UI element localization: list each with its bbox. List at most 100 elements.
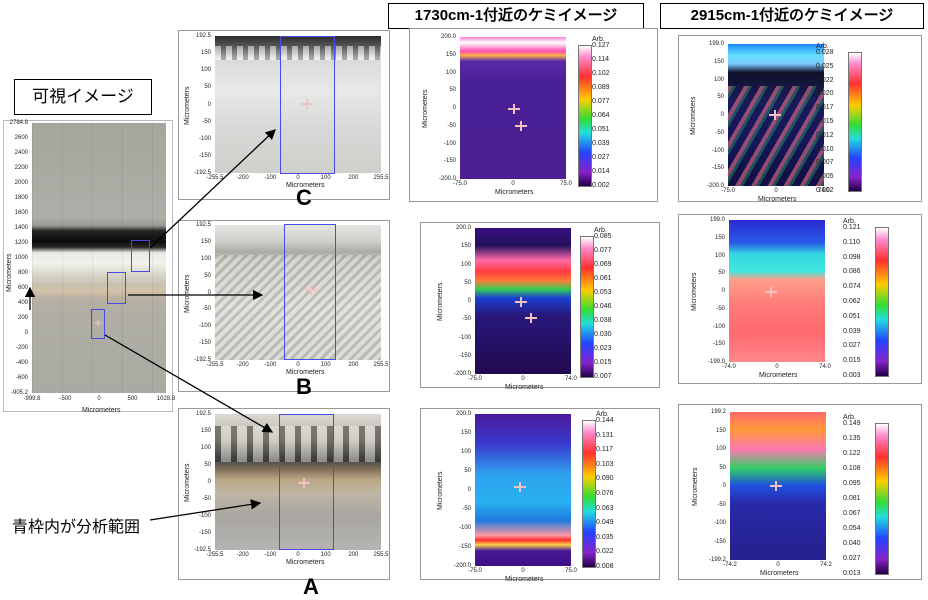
chem2915-b-x-title: Micrometers	[759, 372, 798, 379]
visible-c-x-tick: 255.5	[373, 175, 389, 181]
chem1730-a-x-tick: -75.0	[468, 568, 482, 574]
chem1730-c-x-tick: 0	[511, 181, 515, 187]
visible-image-c	[215, 36, 381, 173]
chem2915-b-scale-value: 0.062	[843, 298, 861, 305]
chem2915-marker-a	[770, 481, 782, 491]
overview-y-tick: 800	[17, 270, 28, 276]
chem2915-c-y-tick: 100	[713, 76, 724, 83]
overview-y-tick: 2600	[14, 135, 28, 141]
overview-y-tick: -905.2	[10, 390, 28, 396]
chem1730-a-scale-value: 0.008	[596, 563, 614, 570]
visible-b-y-tick: 192.5	[195, 222, 211, 228]
chem2915-b-scale-value: 0.098	[843, 253, 861, 261]
chem1730-b-scale-value: 0.030	[594, 331, 612, 338]
visible-c-y-tick: -192.5	[193, 170, 211, 176]
chem1730-a-scale-value: 0.049	[596, 519, 614, 527]
visible-b-y-tick: 100	[200, 255, 211, 262]
overview-frame-c	[131, 240, 150, 272]
chem1730-a-y-tick: 0	[467, 487, 471, 493]
visible-image-a	[215, 414, 381, 550]
chem1730-a-y-tick: 100	[460, 449, 471, 455]
visible-a-x-tick: 0	[296, 552, 300, 558]
chem2915-b-y-tick: 50	[718, 270, 725, 277]
chem2915-a-y-tick: 50	[719, 464, 726, 471]
chem1730-b-y-tick: 200.0	[455, 225, 471, 231]
chem2915-c-y-tick: 199.0	[708, 41, 724, 47]
chem2915-c-x-title: Micrometers	[758, 196, 797, 203]
overview-y-tick: 1400	[14, 225, 28, 231]
chem2915-marker-b	[765, 287, 777, 297]
chem1730-colorbar-b	[580, 236, 594, 378]
arrow-note	[149, 499, 262, 521]
overview-y-tick: 600	[17, 285, 28, 291]
chem2915-a-y-tick: 0	[722, 483, 726, 489]
overview-y-tick: 2000	[14, 180, 28, 186]
chem1730-a-scale-value: 0.076	[596, 490, 614, 497]
chem1730-c-scale-value: 0.127	[592, 42, 610, 49]
visible-b-y-tick: -100	[198, 323, 211, 330]
visible-a-y-tick: 50	[204, 462, 211, 468]
chem2915-b-y-tick: 150	[714, 234, 725, 241]
chem2915-a-x-tick: 74.2	[820, 562, 832, 568]
chem1730-b-y-tick: 150	[460, 243, 471, 250]
visible-a-x-tick: -200	[236, 552, 249, 558]
chem1730-marker-a	[514, 482, 526, 492]
chem1730-c-y-tick: -200.0	[438, 176, 456, 182]
visible-c-x-tick: -100	[264, 175, 277, 181]
chem2915-a-scale-value: 0.122	[843, 450, 861, 457]
chem1730-b-scale-value: 0.015	[594, 359, 612, 366]
visible-b-x-tick: 255.5	[373, 362, 389, 368]
visible-a-x-title: Micrometers	[286, 559, 325, 566]
chem1730-b-y-tick: -50	[462, 316, 471, 323]
visible-a-y-tick: -100	[198, 513, 211, 519]
chem1730-b-arb: Arb.	[594, 227, 607, 234]
visible-marker-c	[301, 99, 313, 109]
visible-c-y-tick: -50	[202, 118, 211, 125]
chem2915-c-scale-value: 0.007	[816, 159, 834, 167]
chem2915-c-scale-value: 0.020	[816, 90, 834, 98]
chem2915-c-scale-value: 0.015	[816, 118, 834, 125]
chem1730-b-x-tick: 74.0	[565, 376, 577, 382]
chem2915-c-x-tick: -75.0	[721, 188, 735, 194]
chem2915-a-scale-value: 0.108	[843, 465, 861, 472]
overview-x-title: Micrometers	[82, 407, 121, 414]
chem1730-b-scale-value: 0.038	[594, 317, 612, 324]
chem1730-b-scale-value: 0.046	[594, 303, 612, 310]
chem2915-c-x-tick: 0	[774, 188, 778, 194]
overview-y-tick: 1200	[14, 240, 28, 246]
overview-y-tick: 0	[24, 330, 28, 336]
chem1730-c-scale-value: 0.114	[592, 56, 609, 63]
letter-b: B	[296, 374, 312, 399]
chem2915-a-scale-value: 0.149	[843, 420, 861, 427]
chem1730-b-x-tick: -75.0	[468, 376, 482, 382]
overview-x-tick: 1028.8	[156, 396, 176, 402]
chem1730-c-y-tick: -150	[443, 158, 456, 165]
chem1730-c-y-tick: 0	[452, 105, 456, 111]
chem1730-b-y-tick: 100	[460, 261, 471, 268]
chem1730-c-y-tick: 100	[445, 69, 456, 76]
chem1730-b-y-tick: -100	[458, 334, 471, 341]
visible-frame-a	[279, 414, 334, 550]
chem1730-c-scale-value: 0.027	[592, 154, 610, 161]
chem2915-b-arb: Arb.	[843, 218, 856, 225]
chem2915-b-y-tick: -199.0	[707, 359, 725, 365]
chem2915-c-x-tick: 74.0	[818, 188, 830, 194]
chem2915-c-scale-value: 0.017	[816, 104, 834, 112]
chem1730-a-scale-value: 0.035	[596, 533, 614, 541]
visible-c-y-tick: 150	[200, 50, 211, 57]
chem2915-c-y-tick: -50	[715, 129, 724, 136]
chem1730-c-scale-value: 0.089	[592, 84, 610, 91]
visible-b-x-title: Micrometers	[286, 369, 325, 376]
overview-image	[32, 123, 166, 393]
visible-marker-b	[305, 285, 317, 295]
chem1730-c-scale-value: 0.051	[592, 126, 610, 133]
chem2915-b-scale-value: 0.039	[843, 327, 861, 335]
chem1730-a-y-tick: -200.0	[453, 563, 471, 569]
visible-a-y-tick: 192.5	[195, 411, 211, 417]
chem1730-marker-b1	[515, 297, 527, 307]
visible-a-x-tick: 200	[348, 552, 359, 558]
chem1730-a-x-tick: 0	[521, 568, 525, 574]
overview-y-tick: 1800	[14, 195, 28, 201]
letter-c: C	[296, 185, 312, 210]
chem2915-c-scale-value: 0.010	[816, 145, 834, 153]
